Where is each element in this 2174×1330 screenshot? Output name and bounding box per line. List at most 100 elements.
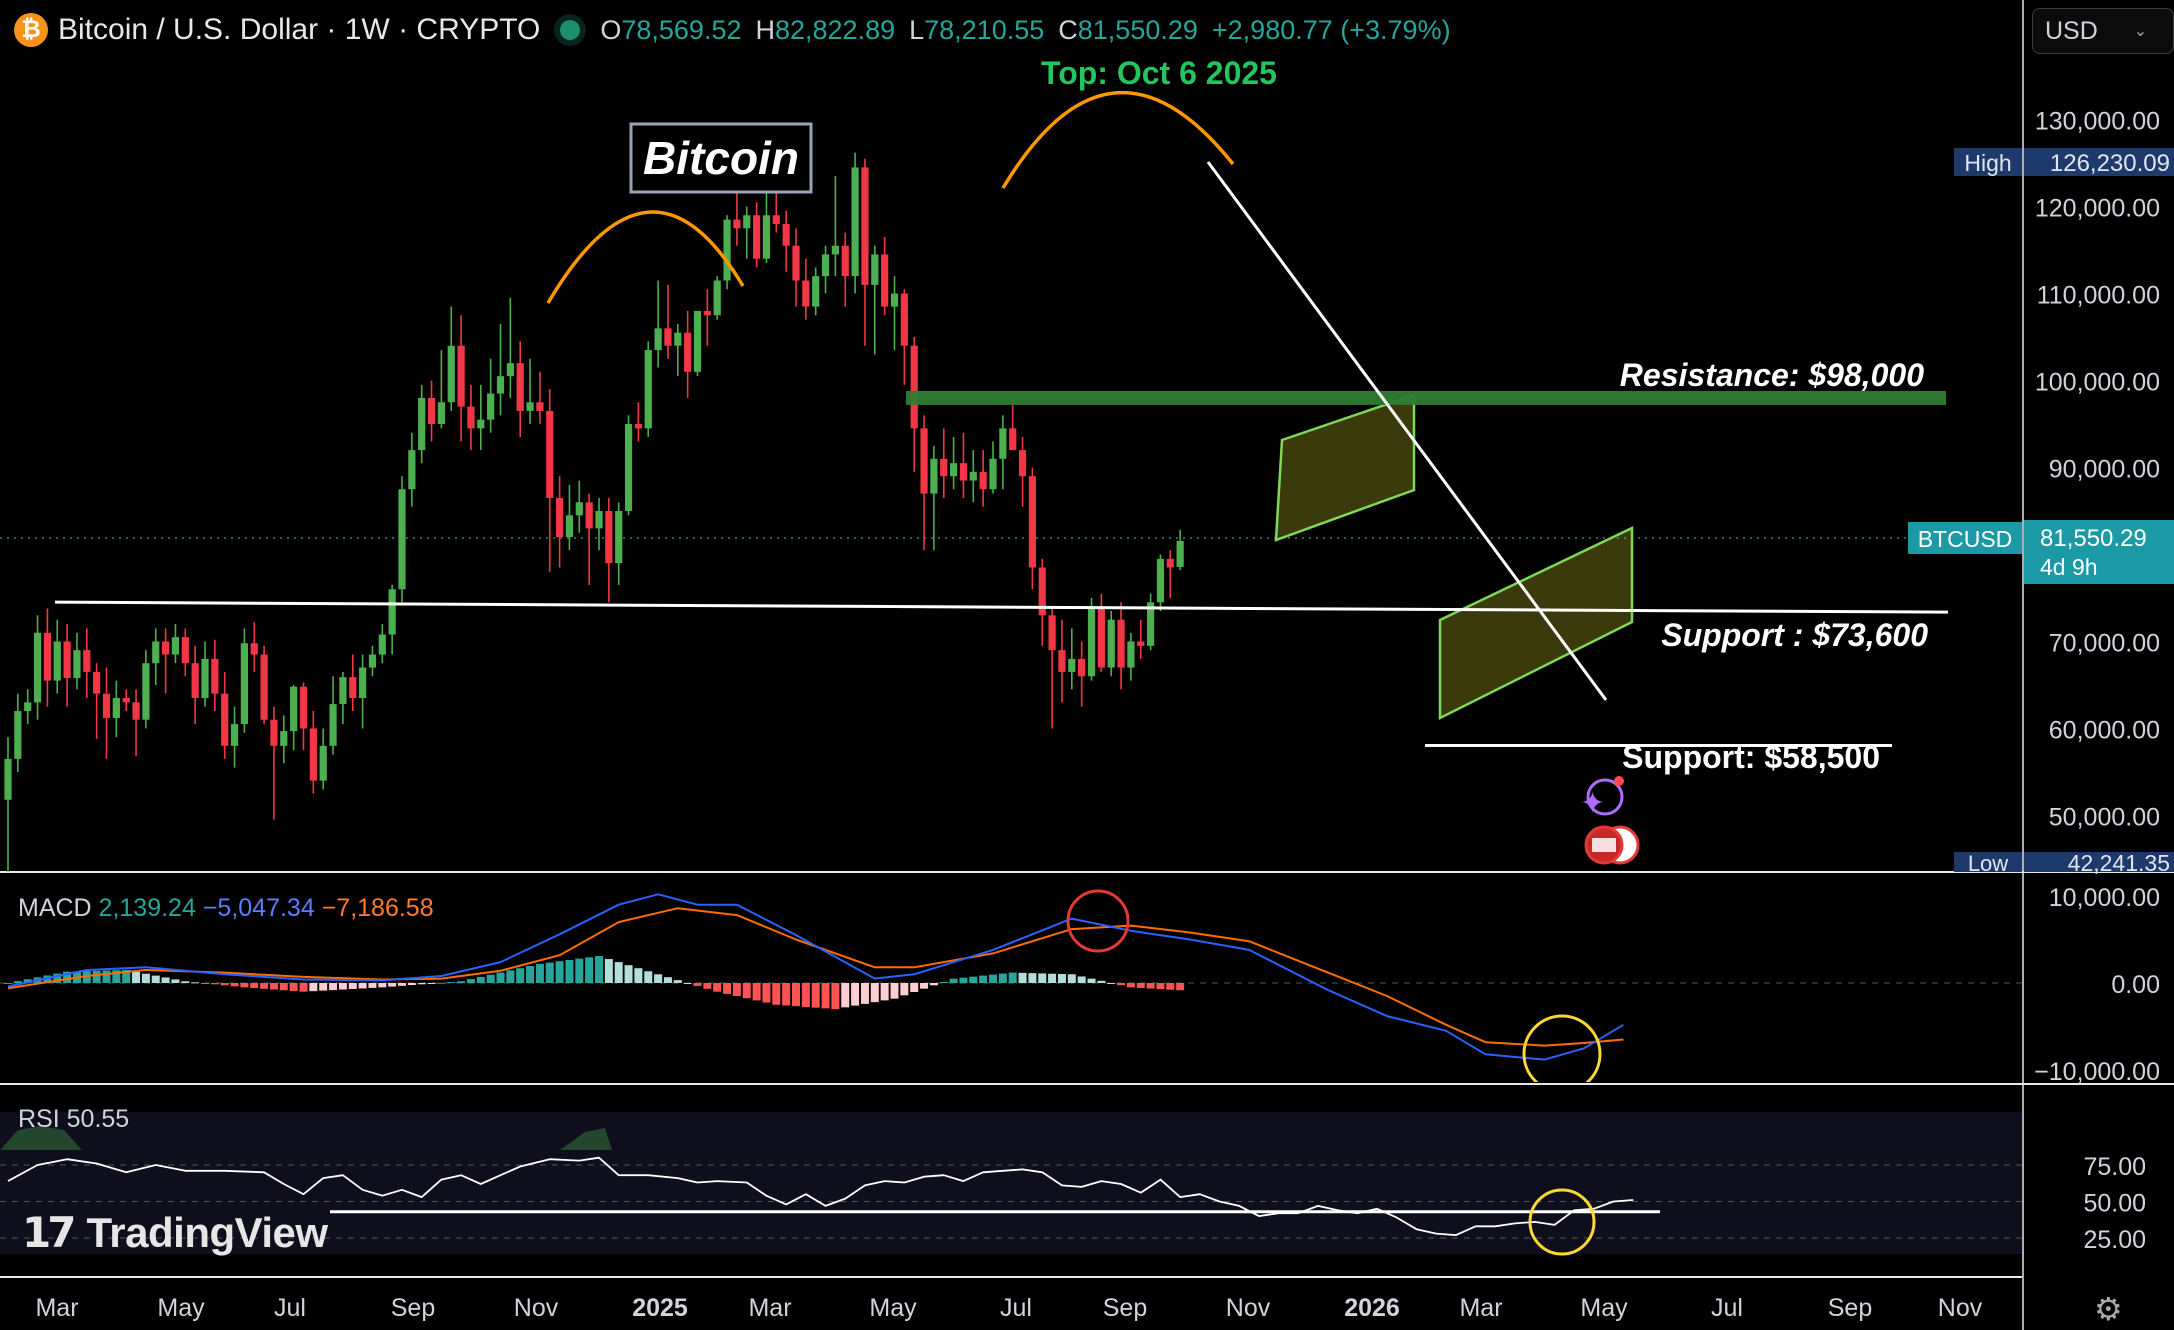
bitcoin-label-box — [629, 122, 813, 194]
rsi-plot — [0, 1126, 2022, 1256]
candle-body — [181, 637, 189, 664]
macd-histogram-bar — [801, 983, 810, 1007]
macd-histogram-bar — [920, 983, 929, 989]
price-tick-label: 110,000.00 — [2037, 282, 2160, 310]
time-tick-label: Jul — [1711, 1294, 1743, 1322]
macd-histogram-bar — [1097, 980, 1106, 983]
candle-body — [595, 510, 603, 529]
candle-body — [585, 502, 593, 529]
macd-histogram-bar — [1176, 983, 1185, 991]
macd-histogram-bar — [279, 983, 288, 991]
candle-body — [221, 693, 229, 746]
time-tick-label: May — [1580, 1294, 1628, 1322]
candle-body — [753, 215, 761, 259]
macd-histogram-bar — [1107, 983, 1116, 984]
macd-histogram-bar — [1156, 983, 1165, 990]
candle-body — [920, 428, 928, 494]
candle-body — [309, 728, 317, 781]
macd-histogram-bar — [486, 974, 495, 983]
macd-histogram-bar — [604, 959, 613, 983]
candle-body — [329, 704, 337, 746]
candle-body — [772, 215, 780, 224]
sparkle-icon: ✦ — [1580, 786, 1605, 821]
macd-tick-label: 0.00 — [2111, 971, 2160, 999]
macd-histogram-bar — [1048, 973, 1057, 983]
candle-body — [959, 463, 968, 481]
candle-body — [1176, 540, 1184, 567]
high-value-label: 126,230.09 — [2050, 150, 2170, 177]
candle-body — [1009, 428, 1017, 451]
candle-body — [743, 215, 751, 229]
macd-histogram-bar — [496, 972, 505, 983]
downtrend-line — [1206, 161, 1608, 701]
low-key: L — [909, 14, 925, 45]
candle-body — [368, 654, 377, 668]
candle-body — [1068, 658, 1076, 672]
macd-histogram-bar — [870, 983, 879, 1003]
macd-histogram-bar — [289, 983, 298, 991]
macd-histogram-bar — [526, 966, 535, 983]
time-tick-label: Jul — [1000, 1294, 1032, 1322]
macd-histogram-bar — [831, 983, 840, 1010]
rsi-band — [0, 1112, 2022, 1254]
market-status-icon[interactable] — [560, 20, 581, 40]
currency-select[interactable]: USD ⌄ — [2032, 8, 2174, 54]
price-tick-label: 70,000.00 — [2049, 629, 2160, 657]
change-value: +2,980.77 (+3.79%) — [1211, 14, 1451, 45]
macd-histogram-bar — [358, 983, 367, 989]
macd-histogram-bar — [811, 983, 820, 1008]
macd-histogram-bar — [979, 975, 988, 983]
candle-body — [73, 650, 81, 678]
macd-histogram-bar — [890, 983, 899, 999]
macd-legend-value-3: −7,186.58 — [315, 894, 434, 922]
gear-icon[interactable]: ⚙ — [2094, 1291, 2123, 1327]
macd-histogram-bar — [860, 983, 869, 1004]
candle-body — [565, 515, 574, 538]
macd-histogram-bar — [683, 983, 692, 984]
macd-histogram-bar — [555, 961, 564, 983]
candle-body — [841, 245, 849, 277]
time-tick-label: Nov — [1226, 1294, 1271, 1322]
macd-histogram-bar — [240, 983, 249, 988]
macd-histogram-bar — [309, 983, 318, 992]
tradingview-wordmark: TradingView — [86, 1208, 328, 1256]
candle-body — [408, 450, 416, 490]
macd-histogram-bar — [1067, 974, 1076, 983]
candle-body — [93, 671, 101, 694]
price-tick-label: 50,000.00 — [2049, 803, 2160, 831]
candle-body — [999, 428, 1007, 459]
candle-body — [674, 332, 682, 346]
macd-histogram-bar — [910, 983, 919, 992]
last-price-tag — [2024, 520, 2174, 584]
macd-histogram-bar — [792, 983, 800, 1007]
price-tick-label: 60,000.00 — [2049, 716, 2160, 744]
candle-body — [831, 245, 839, 255]
macd-histogram-bar — [141, 973, 150, 983]
candle-body — [821, 254, 830, 277]
ai-insight-icon — [1586, 778, 1624, 816]
macd-histogram-bar — [644, 971, 653, 983]
support-label-2: Support: $58,500 — [1622, 739, 1880, 775]
price-axis: 50,000.00 60,000.00 70,000.00 90,000.00 100,… — [18, 108, 2174, 1254]
candle-body — [605, 510, 613, 564]
candle-body — [201, 658, 209, 698]
tradingview-logo[interactable]: 17 TradingView — [22, 1208, 328, 1257]
rsi-legend-value: 50.55 — [60, 1105, 130, 1133]
macd-histogram-bar — [673, 980, 682, 983]
symbol-title[interactable]: Bitcoin / U.S. Dollar · 1W · CRYPTO — [58, 13, 541, 46]
price-tick-label: 120,000.00 — [2035, 195, 2160, 223]
macd-histogram-bar — [210, 983, 219, 985]
candle-body — [112, 697, 120, 718]
candle-body — [162, 641, 170, 655]
macd-histogram-bar — [959, 977, 968, 983]
candle-body — [723, 219, 731, 281]
macd-histogram-bar — [63, 971, 72, 983]
rsi-highlight-circle — [1528, 1188, 1596, 1256]
rsi-tick-label: 75.00 — [2083, 1153, 2146, 1181]
macd-histogram-bar — [821, 983, 830, 1009]
symbol-header[interactable]: ₿ Bitcoin / U.S. Dollar · 1W · CRYPTO O7… — [14, 8, 1451, 52]
candle-body — [703, 310, 711, 316]
annotations: Bitcoin Top: Oct 6 2025 Resistance: $98,00… — [54, 55, 1949, 865]
macd-histogram-bar — [595, 956, 603, 983]
